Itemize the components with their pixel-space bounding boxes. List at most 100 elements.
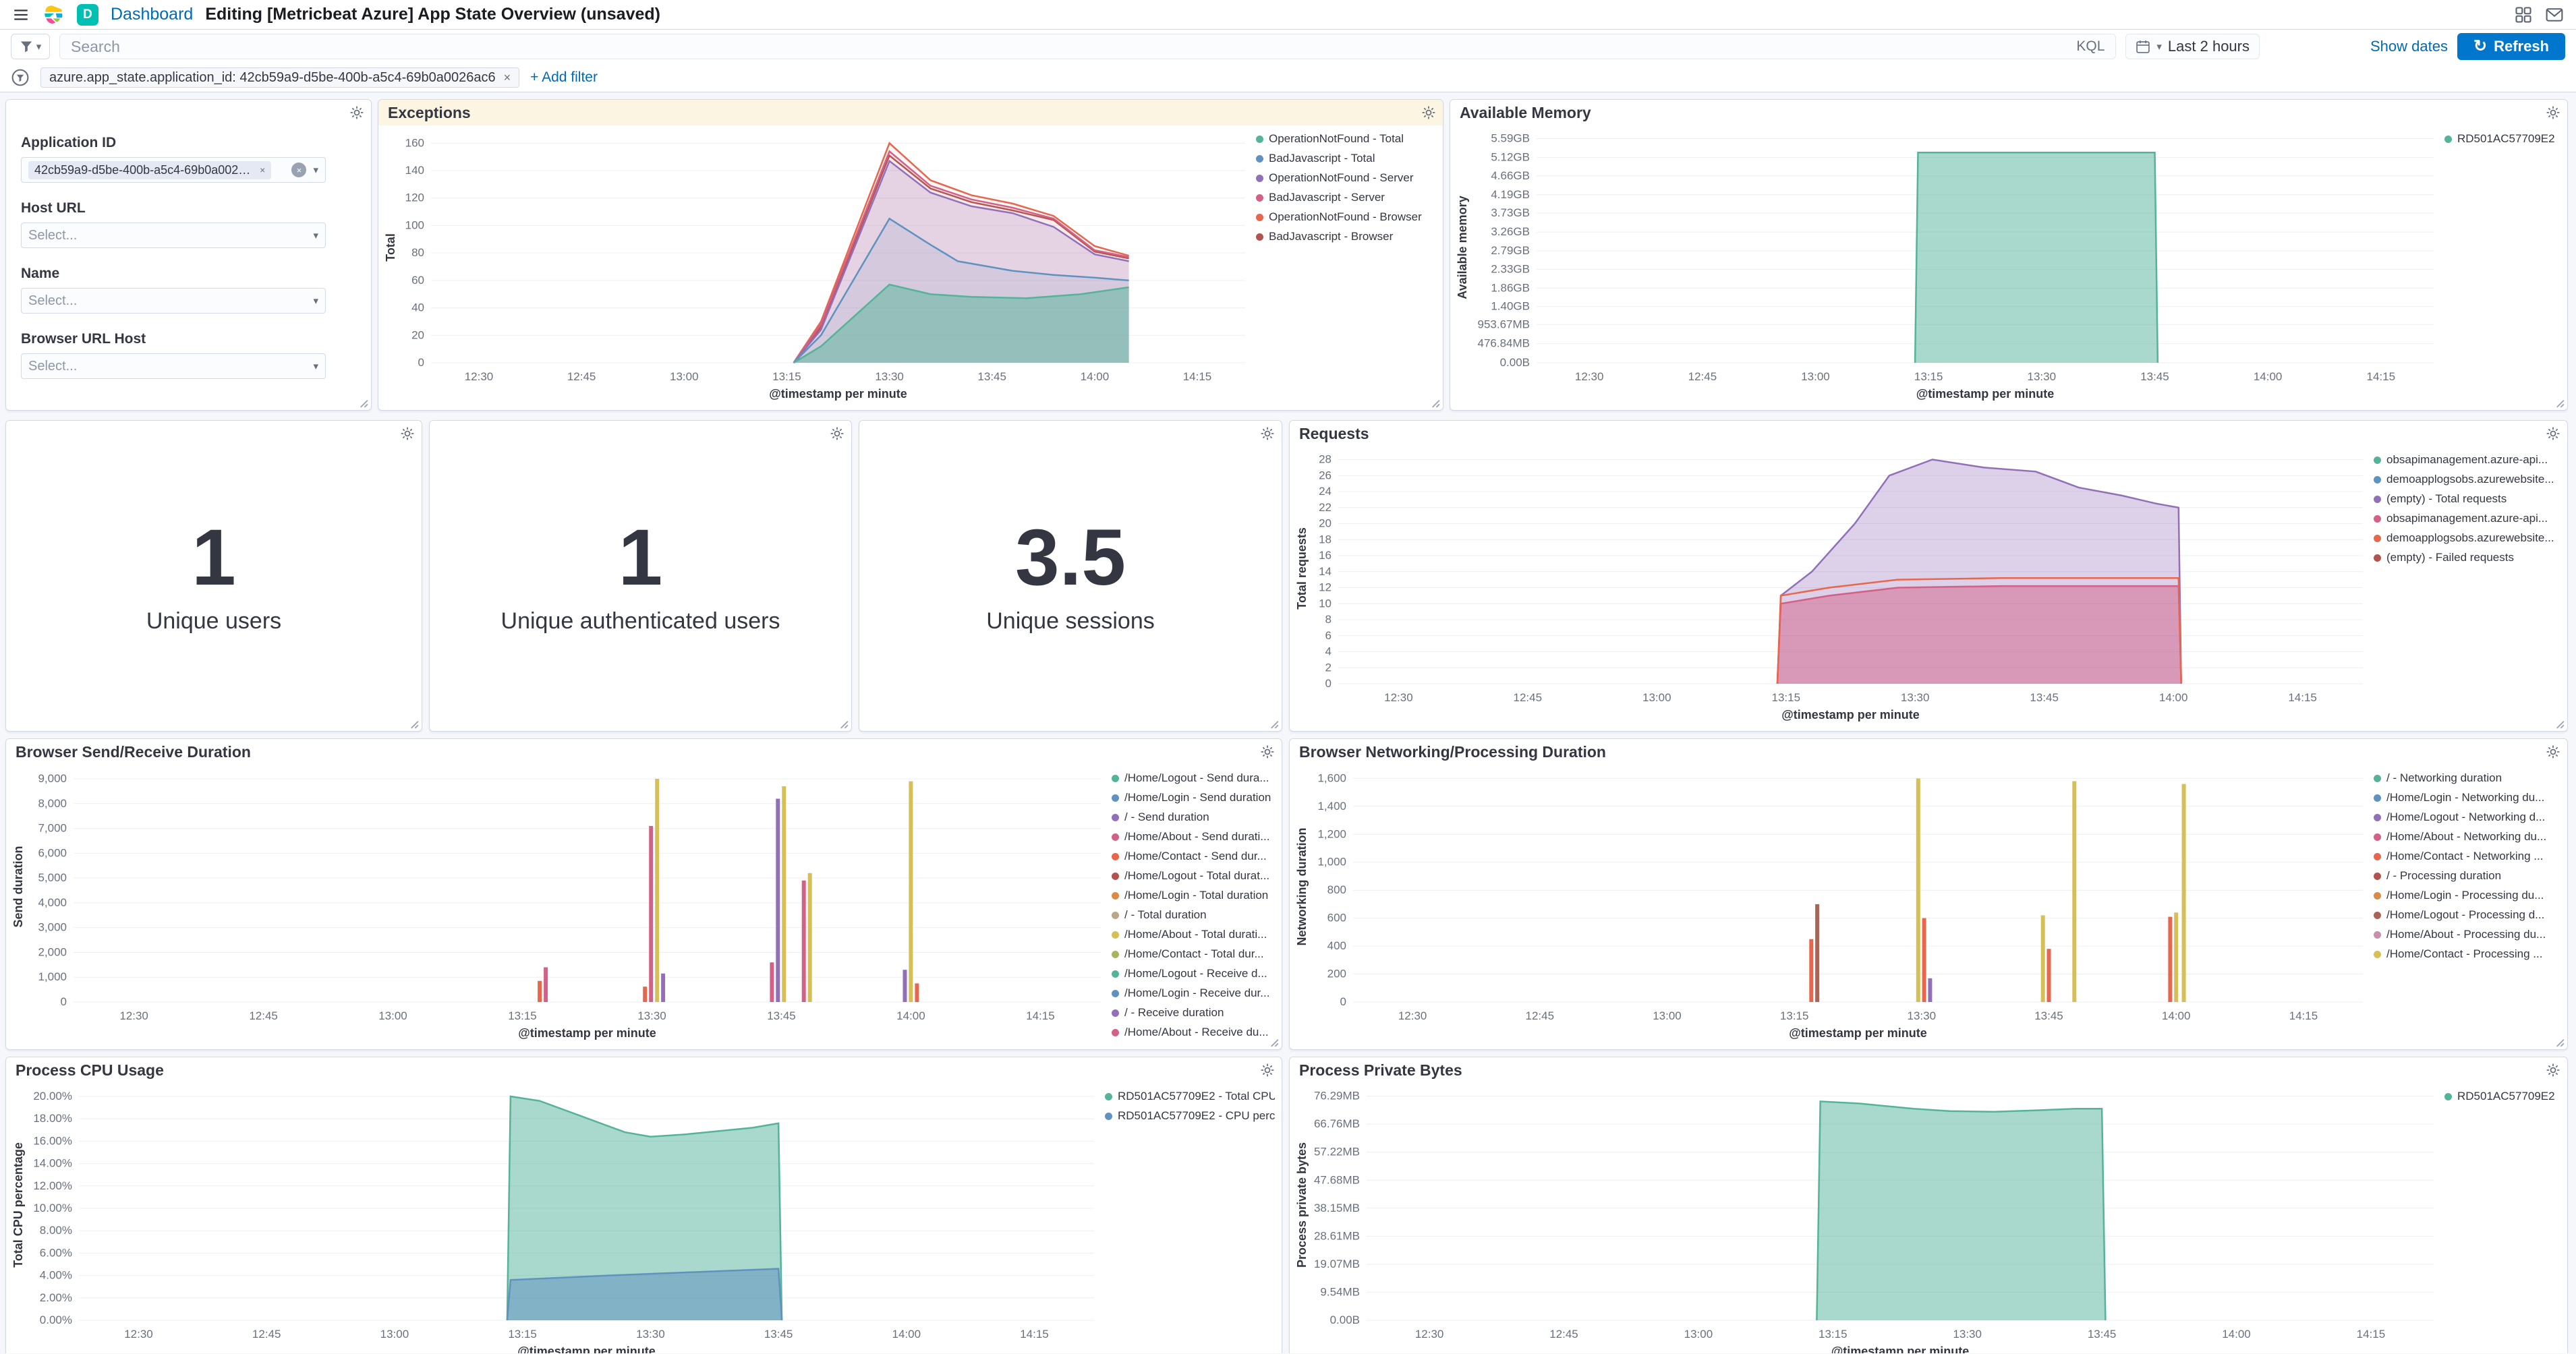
legend-item[interactable]: /Home/Login - Total duration	[1112, 889, 1275, 902]
calendar-icon[interactable]	[2136, 39, 2150, 54]
panel-options-gear-icon[interactable]	[400, 426, 415, 441]
legend-item[interactable]: /Home/Contact - Networking ...	[2374, 850, 2560, 863]
resize-handle-icon[interactable]	[1267, 717, 1279, 729]
legend-item[interactable]: RD501AC57709E2 - CPU perc...	[1105, 1109, 1275, 1123]
browser-url-host-select[interactable]: Select... ▾	[21, 353, 326, 379]
panel-options-gear-icon[interactable]	[1260, 1063, 1275, 1078]
panel-options-gear-icon[interactable]	[2546, 744, 2560, 759]
legend-item[interactable]: RD501AC57709E2	[2444, 132, 2560, 146]
panel-options-gear-icon[interactable]	[2546, 1063, 2560, 1078]
legend-item[interactable]: /Home/Login - Processing du...	[2374, 889, 2560, 902]
panel-title-requests[interactable]: Requests	[1299, 424, 1369, 442]
date-picker[interactable]: ▾ Last 2 hours	[2125, 34, 2260, 59]
legend-item[interactable]: /Home/About - Networking du...	[2374, 830, 2560, 844]
menu-icon[interactable]	[12, 6, 30, 24]
legend-item[interactable]: / - Networking duration	[2374, 771, 2560, 785]
svg-text:4.00%: 4.00%	[40, 1269, 72, 1282]
legend-item[interactable]: RD501AC57709E2	[2444, 1090, 2560, 1103]
legend-item[interactable]: / - Processing duration	[2374, 869, 2560, 883]
grid-icon[interactable]	[2514, 5, 2533, 24]
resize-handle-icon[interactable]	[1267, 1035, 1279, 1047]
panel-options-gear-icon[interactable]	[2546, 426, 2560, 441]
resize-handle-icon[interactable]	[2552, 717, 2565, 729]
clear-selection-icon[interactable]: ×	[291, 163, 307, 177]
legend-item[interactable]: / - Total duration	[1112, 908, 1275, 922]
remove-token-icon[interactable]: ×	[260, 165, 265, 175]
legend-item[interactable]: BadJavascript - Server	[1256, 191, 1436, 204]
panel-options-gear-icon[interactable]	[830, 426, 845, 441]
panel-title-process-cpu-usage[interactable]: Process CPU Usage	[16, 1061, 164, 1079]
query-menu-button[interactable]: ▾	[11, 34, 50, 59]
application-id-combobox[interactable]: 42cb59a9-d5be-400b-a5c4-69b0a0026ac6 × ×…	[21, 157, 326, 183]
panel-options-gear-icon[interactable]	[349, 105, 364, 120]
resize-handle-icon[interactable]	[1428, 396, 1440, 408]
panel-title-browser-networking-processing[interactable]: Browser Networking/Processing Duration	[1299, 742, 1606, 761]
legend-item[interactable]: obsapimanagement.azure-api...	[2374, 453, 2560, 467]
legend-item[interactable]: OperationNotFound - Total	[1256, 132, 1436, 146]
filter-pill[interactable]: azure.app_state.application_id: 42cb59a9…	[40, 67, 520, 88]
resize-handle-icon[interactable]	[407, 717, 419, 729]
time-range-label[interactable]: Last 2 hours	[2167, 38, 2250, 55]
legend-series-dot	[2374, 852, 2381, 860]
legend-item[interactable]: /Home/Logout - Total durat...	[1112, 869, 1275, 883]
exceptions-chart: 0 20 40 60 80 100 120 140 160 12:30 12:45 13:00 13:1…	[384, 125, 1252, 401]
legend-item[interactable]: /Home/Logout - Send dura...	[1112, 771, 1275, 785]
legend-item[interactable]: /Home/About - Total durati...	[1112, 928, 1275, 941]
resize-handle-icon[interactable]	[356, 396, 368, 408]
add-filter-button[interactable]: + Add filter	[530, 69, 598, 85]
panel-title-browser-send-receive[interactable]: Browser Send/Receive Duration	[16, 742, 251, 761]
svg-text:14:00: 14:00	[892, 1328, 921, 1341]
panel-options-gear-icon[interactable]	[1260, 426, 1275, 441]
legend-item[interactable]: (empty) - Failed requests	[2374, 551, 2560, 564]
svg-text:12:45: 12:45	[1549, 1328, 1578, 1341]
legend-series-label: OperationNotFound - Total	[1269, 132, 1404, 145]
panel-title-process-private-bytes[interactable]: Process Private Bytes	[1299, 1061, 1462, 1079]
resize-handle-icon[interactable]	[836, 717, 849, 729]
legend-item[interactable]: /Home/Logout - Processing d...	[2374, 908, 2560, 922]
legend-item[interactable]: /Home/Login - Networking du...	[2374, 791, 2560, 804]
legend-item[interactable]: /Home/Login - Receive dur...	[1112, 987, 1275, 1000]
legend-item[interactable]: OperationNotFound - Browser	[1256, 210, 1436, 224]
svg-text:14:00: 14:00	[2159, 691, 2188, 704]
legend-item[interactable]: / - Send duration	[1112, 811, 1275, 824]
legend-item[interactable]: /Home/About - Receive du...	[1112, 1026, 1275, 1039]
legend-item[interactable]: demoapplogsobs.azurewebsite...	[2374, 473, 2560, 486]
remove-filter-icon[interactable]: ×	[503, 70, 511, 84]
legend-item[interactable]: /Home/Contact - Total dur...	[1112, 947, 1275, 961]
legend-item[interactable]: obsapimanagement.azure-api...	[2374, 512, 2560, 525]
panel-title-available-memory[interactable]: Available Memory	[1460, 103, 1591, 121]
legend-item[interactable]: /Home/Logout - Receive d...	[1112, 967, 1275, 980]
resize-handle-icon[interactable]	[2552, 1035, 2565, 1047]
search-input[interactable]	[71, 37, 2077, 56]
legend-item[interactable]: (empty) - Total requests	[2374, 492, 2560, 506]
legend-item[interactable]: /Home/Logout - Networking d...	[2374, 811, 2560, 824]
legend-item[interactable]: OperationNotFound - Server	[1256, 171, 1436, 185]
panel-options-gear-icon[interactable]	[1421, 105, 1436, 120]
resize-handle-icon[interactable]	[2552, 396, 2565, 408]
refresh-button[interactable]: ↻ Refresh	[2457, 33, 2565, 60]
space-avatar[interactable]: D	[77, 3, 98, 26]
panel-title-exceptions[interactable]: Exceptions	[388, 103, 471, 121]
legend-item[interactable]: / - Receive duration	[1112, 1006, 1275, 1020]
svg-text:0.00%: 0.00%	[40, 1314, 72, 1326]
panel-options-gear-icon[interactable]	[2546, 105, 2560, 120]
legend-item[interactable]: /Home/Contact - Send dur...	[1112, 850, 1275, 863]
panel-options-gear-icon[interactable]	[1260, 744, 1275, 759]
page-title: Editing [Metricbeat Azure] App State Ove…	[205, 5, 660, 24]
mail-icon[interactable]	[2545, 5, 2564, 24]
legend-item[interactable]: /Home/About - Send durati...	[1112, 830, 1275, 844]
legend-item[interactable]: /Home/About - Processing du...	[2374, 928, 2560, 941]
breadcrumb-dashboard[interactable]: Dashboard	[111, 5, 194, 24]
name-select[interactable]: Select... ▾	[21, 288, 326, 314]
legend-item[interactable]: /Home/Contact - Processing ...	[2374, 947, 2560, 961]
show-dates-button[interactable]: Show dates	[2370, 38, 2448, 55]
elastic-logo[interactable]	[42, 3, 65, 26]
legend-item[interactable]: BadJavascript - Total	[1256, 152, 1436, 165]
legend-item[interactable]: RD501AC57709E2 - Total CPU...	[1105, 1090, 1275, 1103]
host-url-select[interactable]: Select... ▾	[21, 223, 326, 248]
legend-item[interactable]: demoapplogsobs.azurewebsite...	[2374, 531, 2560, 545]
kql-selector[interactable]: KQL	[2076, 38, 2105, 54]
filter-options-icon[interactable]	[11, 68, 30, 87]
legend-item[interactable]: /Home/Login - Send duration	[1112, 791, 1275, 804]
legend-item[interactable]: BadJavascript - Browser	[1256, 230, 1436, 243]
